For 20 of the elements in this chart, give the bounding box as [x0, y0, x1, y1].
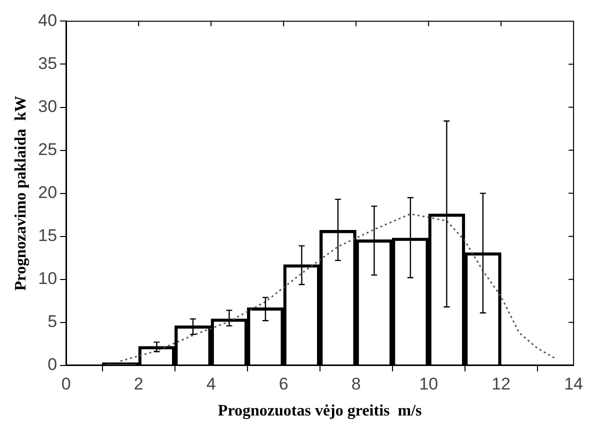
y-tick-label: 0 — [48, 355, 58, 374]
x-tick-label: 0 — [61, 374, 71, 394]
y-tick-label: 10 — [38, 269, 58, 288]
x-tick-label: 10 — [419, 374, 438, 394]
x-axis-title: Prognozuotas vėjo greitis m/s — [218, 402, 422, 420]
y-tick-label: 30 — [38, 96, 58, 116]
x-tick-label: 8 — [351, 374, 361, 394]
x-tick-label: 4 — [206, 374, 216, 394]
x-tick-label: 6 — [278, 374, 288, 394]
x-tick-label: 12 — [492, 374, 511, 394]
y-axis-title: Prognozavimo paklaida kW — [12, 96, 30, 291]
y-tick-label: 15 — [38, 226, 58, 246]
line-series — [120, 213, 556, 362]
y-tick-label: 5 — [48, 312, 58, 332]
y-tick-label: 20 — [38, 182, 58, 202]
x-tick-label: 2 — [134, 374, 144, 394]
y-tick-label: 35 — [38, 54, 58, 73]
x-tick-label: 14 — [564, 374, 584, 394]
y-tick-label: 25 — [38, 140, 58, 159]
y-tick-label: 40 — [38, 10, 58, 30]
